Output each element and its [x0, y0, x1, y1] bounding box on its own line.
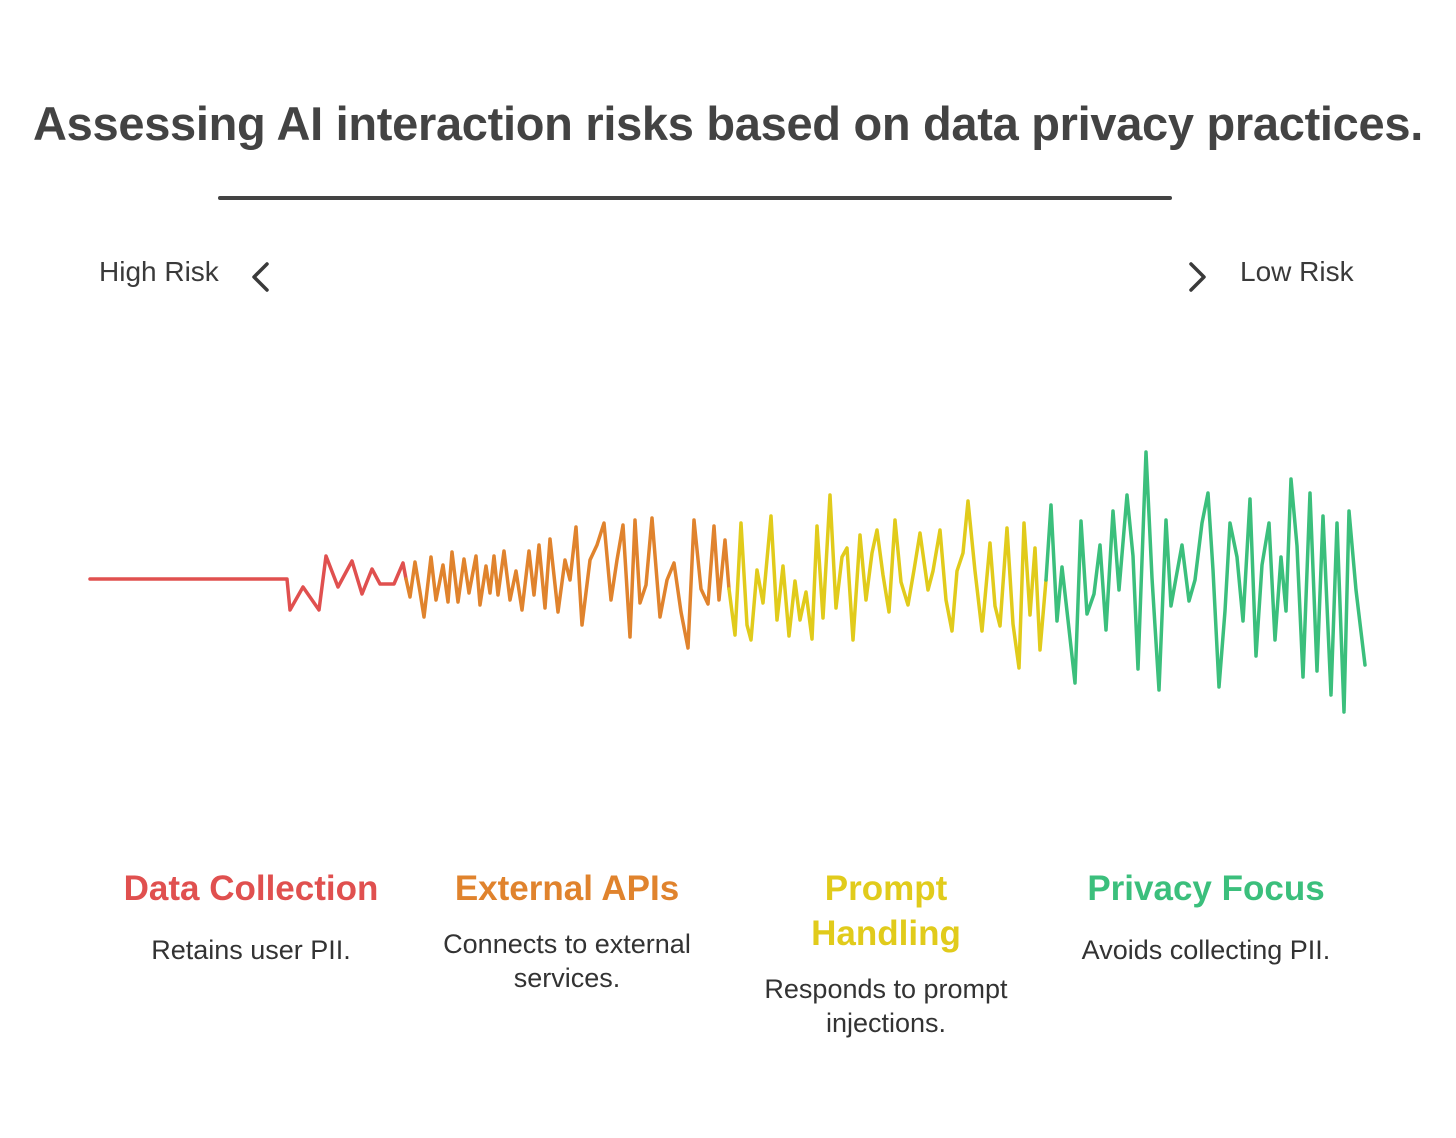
waveform-segment-external-apis — [404, 516, 731, 650]
title-divider — [218, 196, 1172, 200]
category-description: Avoids collecting PII. — [1081, 935, 1331, 965]
category-external-apis: External APIs Connects to external servi… — [424, 866, 710, 995]
category-title: Prompt Handling — [811, 869, 961, 953]
category-description: Responds to prompt injections. — [764, 974, 1008, 1038]
waveform-segment-prompt-handling — [727, 493, 1048, 670]
category-description: Retains user PII. — [151, 935, 351, 965]
chevron-left-icon — [252, 262, 269, 292]
category-title: Data Collection — [123, 869, 379, 908]
high-risk-label: High Risk — [99, 256, 219, 287]
low-risk-label: Low Risk — [1240, 256, 1354, 287]
category-privacy-focus: Privacy Focus Avoids collecting PII. — [1056, 866, 1356, 967]
chevron-right-icon — [1189, 262, 1206, 292]
category-description: Connects to external services. — [443, 929, 691, 993]
category-prompt-handling: Prompt Handling Responds to prompt injec… — [752, 866, 1020, 1040]
category-title: Privacy Focus — [1087, 869, 1325, 908]
waveform-segment-privacy-focus — [1044, 450, 1367, 714]
category-data-collection: Data Collection Retains user PII. — [108, 866, 394, 967]
page-title: Assessing AI interaction risks based on … — [33, 97, 1423, 150]
category-title: External APIs — [454, 869, 680, 908]
waveform-segment-data-collection — [88, 554, 408, 612]
